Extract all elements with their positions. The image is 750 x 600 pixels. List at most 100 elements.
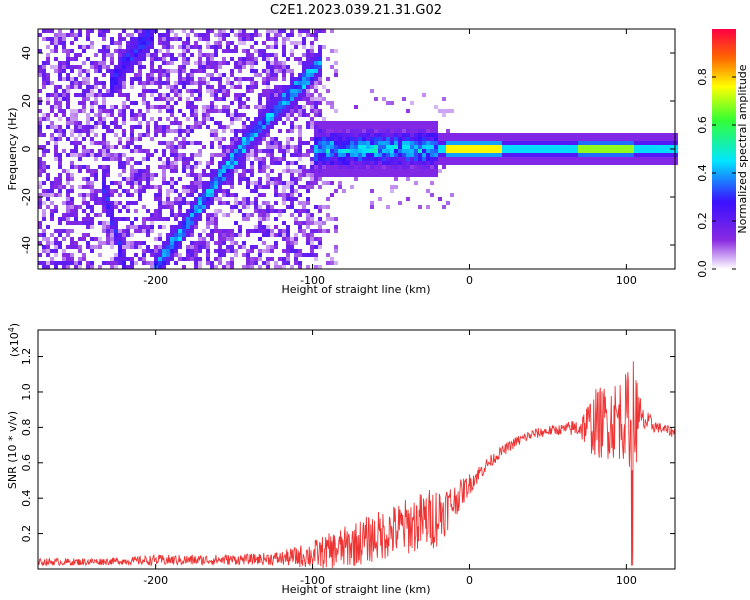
spectrogram-cell (474, 149, 478, 153)
spectrogram-cell (198, 93, 202, 97)
spectrogram-cell (326, 129, 330, 133)
spectrogram-cell (206, 161, 210, 165)
spectrogram-cell (138, 245, 142, 249)
spectrogram-cell (526, 145, 530, 149)
spectrogram-cell (358, 161, 362, 165)
spectrogram-cell (262, 81, 266, 85)
snr-y-scale-base: (x10 (8, 332, 21, 357)
spectrogram-cell (114, 41, 118, 45)
spectrogram-cell (486, 157, 490, 161)
spectrogram-cell (102, 177, 106, 181)
spectrogram-cell (238, 173, 242, 177)
spectrogram-cell (498, 161, 502, 165)
spectrogram-cell (490, 133, 494, 137)
spectrogram-cell (158, 185, 162, 189)
spectrogram-cell (78, 237, 82, 241)
spectrogram-cell (230, 157, 234, 161)
spectrogram-cell (378, 157, 382, 161)
spectrogram-cell (358, 173, 362, 177)
spectrogram-cell (190, 241, 194, 245)
spectrogram-cell (530, 149, 534, 153)
spectrogram-cell (262, 125, 266, 129)
spectrogram-cell (394, 137, 398, 141)
spectrogram-cell (218, 169, 222, 173)
spectrogram-cell (434, 161, 438, 165)
spectrogram-cell (286, 33, 290, 37)
spectrogram-cell (238, 117, 242, 121)
spectrogram-cell (142, 41, 146, 45)
spectrogram-cell (586, 153, 590, 157)
spectrogram-cell (250, 85, 254, 89)
spectrogram-cell (262, 157, 266, 161)
spectrogram-cell (54, 101, 58, 105)
spectrogram-cell (134, 149, 138, 153)
spectrogram-cell (214, 177, 218, 181)
spectrogram-cell (182, 233, 186, 237)
spectrogram-cell (166, 105, 170, 109)
spectrogram-cell (102, 93, 106, 97)
spectrogram-cell (138, 241, 142, 245)
spectrogram-cell (294, 153, 298, 157)
spectrogram-cell (122, 101, 126, 105)
spectrogram-cell (66, 261, 70, 265)
spectrogram-cell (166, 157, 170, 161)
spectrogram-cell (226, 201, 230, 205)
spectrogram-cell (546, 133, 550, 137)
spectrogram-cell (122, 65, 126, 69)
spectrogram-cell (238, 165, 242, 169)
spectrogram-cell (38, 69, 42, 73)
spectrogram-cell (118, 201, 122, 205)
spectrogram-cell (398, 141, 402, 145)
spectrogram-cell (262, 41, 266, 45)
spectrogram-cell (126, 161, 130, 165)
spectrogram-cell (342, 161, 346, 165)
spectrogram-cell (314, 121, 318, 125)
spectrogram-cell (262, 233, 266, 237)
spectrogram-cell (82, 233, 86, 237)
spectrogram-cell (242, 205, 246, 209)
spectrogram-cell (538, 157, 542, 161)
spectrogram-cell (630, 141, 634, 145)
spectrogram-cell (58, 97, 62, 101)
spectrogram-cell (274, 245, 278, 249)
spectrogram-cell (318, 221, 322, 225)
spectrogram-cell (290, 85, 294, 89)
spectrogram-cell (450, 149, 454, 153)
spectrogram-cell (166, 141, 170, 145)
spectrogram-cell (398, 201, 402, 205)
spectrogram-cell (50, 213, 54, 217)
spectrogram-cell (246, 37, 250, 41)
spectrogram-cell (338, 153, 342, 157)
spectrogram-cell (122, 53, 126, 57)
spectrogram-cell (94, 113, 98, 117)
spectrogram-cell (234, 65, 238, 69)
spectrogram-cell (290, 137, 294, 141)
spectrogram-cell (378, 129, 382, 133)
spectrogram-cell (374, 145, 378, 149)
spectrogram-cell (446, 141, 450, 145)
spectrogram-cell (274, 105, 278, 109)
spectrogram-x-tick-label: -200 (143, 274, 168, 287)
spectrogram-cell (226, 81, 230, 85)
spectrogram-cell (282, 193, 286, 197)
spectrogram-cell (198, 245, 202, 249)
spectrogram-cell (98, 141, 102, 145)
spectrogram-cell (198, 173, 202, 177)
spectrogram-cell (522, 157, 526, 161)
spectrogram-cell (410, 137, 414, 141)
spectrogram-cell (110, 41, 114, 45)
spectrogram-cell (562, 145, 566, 149)
spectrogram-cell (394, 133, 398, 137)
spectrogram-cell (494, 141, 498, 145)
spectrogram-cell (314, 113, 318, 117)
spectrogram-cell (210, 65, 214, 69)
spectrogram-cell (118, 181, 122, 185)
spectrogram-cell (274, 93, 278, 97)
colorbar-label: Normalized spectral amplitude (736, 64, 749, 233)
spectrogram-cell (310, 233, 314, 237)
snr-x-tick-label: 0 (466, 574, 473, 587)
spectrogram-cell (242, 133, 246, 137)
spectrogram-cell (86, 185, 90, 189)
spectrogram-cell (242, 77, 246, 81)
spectrogram-cell (398, 165, 402, 169)
